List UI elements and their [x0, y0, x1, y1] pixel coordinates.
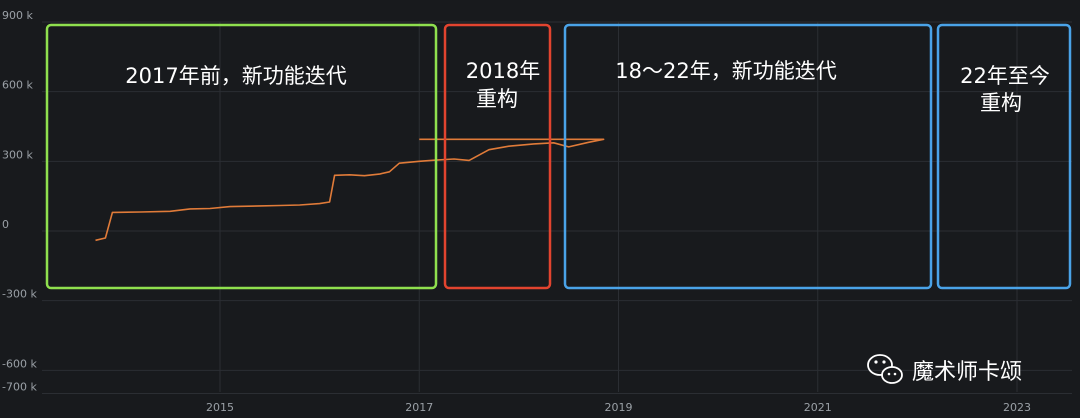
y-tick-label: -700 k	[2, 381, 37, 394]
grid	[42, 21, 1072, 395]
y-axis: 900 k 600 k 300 k 0 -300 k -600 k -700 k	[2, 9, 37, 394]
annotation-label-2018-line1: 2018年	[466, 59, 540, 83]
x-axis: 2015 2017 2019 2021 2023	[206, 401, 1031, 414]
y-tick-label: -300 k	[2, 288, 37, 301]
y-tick-label: -600 k	[2, 357, 37, 370]
annotation-label-2018-2022: 18～22年，新功能迭代	[615, 59, 836, 83]
wechat-icon	[867, 354, 903, 384]
annotation-box-2018-2022	[563, 23, 933, 290]
series-line	[95, 138, 605, 242]
y-tick-label: 900 k	[2, 9, 33, 22]
annotation-label-pre-2017: 2017年前，新功能迭代	[125, 64, 346, 88]
annotation-box-2022-now	[936, 23, 1072, 290]
x-tick-label: 2019	[605, 401, 633, 414]
x-tick-label: 2015	[206, 401, 234, 414]
annotation-box-pre-2017	[45, 23, 438, 290]
annotation-label-2022-now-line2: 重构	[980, 91, 1022, 115]
y-tick-label: 600 k	[2, 79, 33, 92]
annotation-box-2018	[443, 23, 552, 290]
watermark: 魔术师卡颂	[867, 354, 1022, 385]
y-tick-label: 300 k	[2, 148, 33, 161]
annotation-label-2022-now-line1: 22年至今	[960, 64, 1050, 88]
x-tick-label: 2017	[405, 401, 433, 414]
x-tick-label: 2021	[804, 401, 832, 414]
x-tick-label: 2023	[1003, 401, 1031, 414]
annotation-label-2018-line2: 重构	[476, 87, 518, 111]
watermark-label: 魔术师卡颂	[912, 360, 1022, 385]
y-tick-label: 0	[2, 218, 9, 231]
